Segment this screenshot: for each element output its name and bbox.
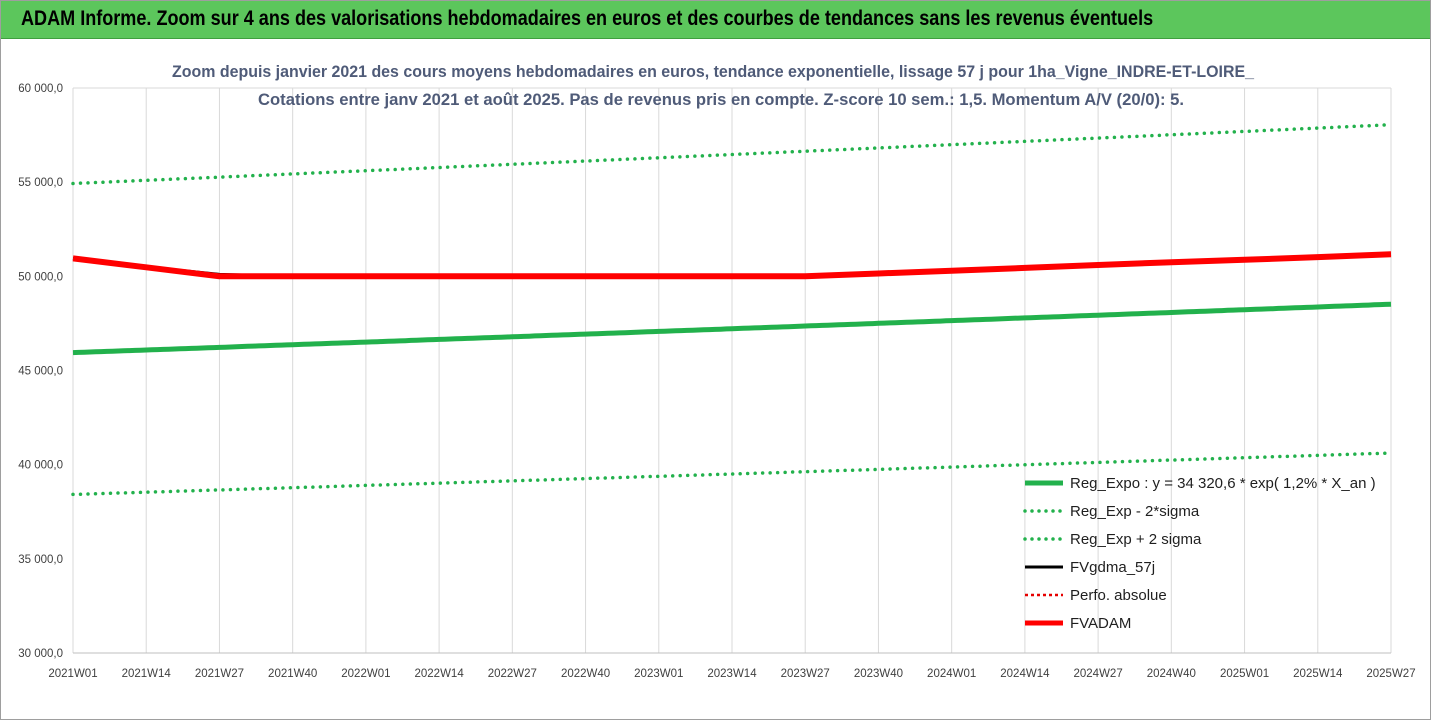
y-tick-label: 40 000,0 bbox=[18, 460, 63, 472]
x-tick-label: 2021W01 bbox=[48, 668, 97, 680]
x-tick-label: 2023W40 bbox=[854, 668, 903, 680]
x-tick-label: 2022W27 bbox=[488, 668, 537, 680]
chart-title: Zoom depuis janvier 2021 des cours moyen… bbox=[172, 62, 1254, 81]
chart-axes: Zoom depuis janvier 2021 des cours moyen… bbox=[18, 62, 1415, 680]
x-tick-label: 2024W27 bbox=[1073, 668, 1122, 680]
series-line-fvadam bbox=[72, 251, 1392, 280]
x-tick-label: 2024W14 bbox=[1000, 668, 1050, 680]
series-line-reg-expo-y-34-320-6-exp-1-2-x-an bbox=[72, 301, 1392, 356]
legend-label: FVgdma_57j bbox=[1070, 559, 1155, 576]
x-tick-label: 2025W14 bbox=[1293, 668, 1343, 680]
legend-label: Perfo. absolue bbox=[1070, 587, 1167, 604]
line-chart: Zoom depuis janvier 2021 des cours moyen… bbox=[18, 62, 1415, 680]
series-line-reg-exp-2-sigma bbox=[71, 451, 1393, 497]
x-tick-label: 2025W27 bbox=[1366, 668, 1415, 680]
x-tick-label: 2024W40 bbox=[1147, 668, 1196, 680]
series-line-reg-exp-2-sigma bbox=[71, 122, 1393, 186]
chart-series bbox=[71, 122, 1393, 497]
legend-label: Reg_Exp + 2 sigma bbox=[1070, 531, 1202, 548]
report-banner: ADAM Informe. Zoom sur 4 ans des valoris… bbox=[1, 1, 1430, 39]
x-tick-label: 2021W14 bbox=[122, 668, 172, 680]
x-tick-label: 2022W40 bbox=[561, 668, 610, 680]
y-tick-label: 55 000,0 bbox=[18, 177, 63, 189]
x-tick-label: 2023W27 bbox=[781, 668, 830, 680]
report-banner-title: ADAM Informe. Zoom sur 4 ans des valoris… bbox=[21, 7, 1154, 30]
x-tick-label: 2023W14 bbox=[707, 668, 757, 680]
x-tick-label: 2022W01 bbox=[341, 668, 390, 680]
y-tick-label: 50 000,0 bbox=[18, 271, 63, 283]
chart-subtitle: Cotations entre janv 2021 et août 2025. … bbox=[258, 90, 1184, 109]
chart-legend: Reg_Expo : y = 34 320,6 * exp( 1,2% * X_… bbox=[1023, 475, 1376, 632]
y-tick-label: 45 000,0 bbox=[18, 366, 63, 378]
y-tick-label: 30 000,0 bbox=[18, 648, 63, 660]
legend-label: FVADAM bbox=[1070, 615, 1131, 632]
y-tick-label: 35 000,0 bbox=[18, 554, 63, 566]
x-tick-label: 2022W14 bbox=[414, 668, 464, 680]
x-tick-label: 2024W01 bbox=[927, 668, 976, 680]
x-tick-label: 2021W27 bbox=[195, 668, 244, 680]
x-tick-label: 2025W01 bbox=[1220, 668, 1269, 680]
y-tick-label: 60 000,0 bbox=[18, 83, 63, 95]
legend-label: Reg_Expo : y = 34 320,6 * exp( 1,2% * X_… bbox=[1070, 475, 1376, 492]
x-tick-label: 2023W01 bbox=[634, 668, 683, 680]
chart-gridlines bbox=[72, 87, 1392, 654]
x-tick-label: 2021W40 bbox=[268, 668, 317, 680]
legend-label: Reg_Exp - 2*sigma bbox=[1070, 503, 1200, 520]
